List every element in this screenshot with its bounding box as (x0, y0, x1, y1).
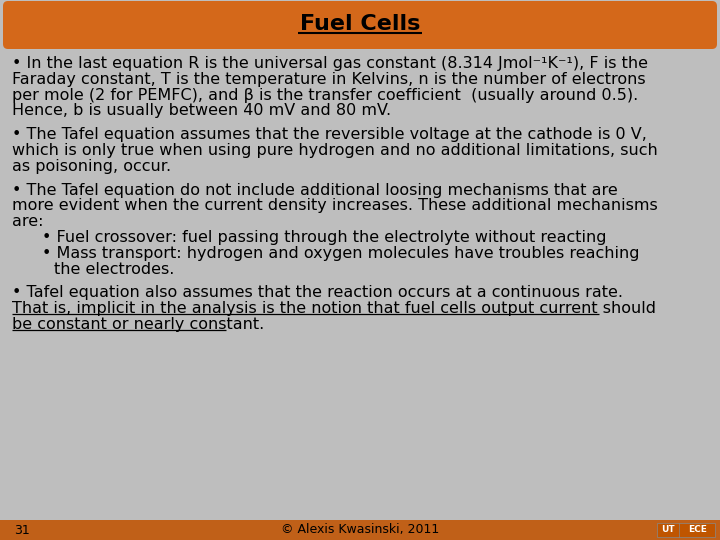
Text: Faraday constant, T is the temperature in Kelvins, n is the number of electrons: Faraday constant, T is the temperature i… (12, 72, 646, 87)
Text: more evident when the current density increases. These additional mechanisms: more evident when the current density in… (12, 198, 658, 213)
Text: are:: are: (12, 214, 43, 229)
Text: UT: UT (661, 525, 675, 535)
Text: • Fuel crossover: fuel passing through the electrolyte without reacting: • Fuel crossover: fuel passing through t… (42, 230, 606, 245)
Text: © Alexis Kwasinski, 2011: © Alexis Kwasinski, 2011 (281, 523, 439, 537)
Text: as poisoning, occur.: as poisoning, occur. (12, 159, 171, 174)
Text: be constant or nearly constant.: be constant or nearly constant. (12, 317, 264, 332)
Text: That is, implicit in the analysis is the notion that fuel cells output current s: That is, implicit in the analysis is the… (12, 301, 656, 316)
FancyBboxPatch shape (3, 1, 717, 49)
Bar (0, 520, 720, 540)
Bar (657, 523, 715, 537)
Text: • Tafel equation also assumes that the reaction occurs at a continuous rate.: • Tafel equation also assumes that the r… (12, 286, 623, 300)
Text: ECE: ECE (688, 525, 708, 535)
Text: the electrodes.: the electrodes. (54, 261, 174, 276)
Text: 31: 31 (14, 523, 30, 537)
Text: • The Tafel equation assumes that the reversible voltage at the cathode is 0 V,: • The Tafel equation assumes that the re… (12, 127, 647, 142)
Text: Fuel Cells: Fuel Cells (300, 14, 420, 34)
Text: which is only true when using pure hydrogen and no additional limitations, such: which is only true when using pure hydro… (12, 143, 658, 158)
Text: • In the last equation R is the universal gas constant (8.314 Jmol⁻¹K⁻¹), F is t: • In the last equation R is the universa… (12, 56, 648, 71)
Text: • Mass transport: hydrogen and oxygen molecules have troubles reaching: • Mass transport: hydrogen and oxygen mo… (42, 246, 639, 261)
Text: Hence, b is usually between 40 mV and 80 mV.: Hence, b is usually between 40 mV and 80… (12, 103, 391, 118)
Text: per mole (2 for PEMFC), and β is the transfer coefficient  (usually around 0.5).: per mole (2 for PEMFC), and β is the tra… (12, 87, 638, 103)
Text: • The Tafel equation do not include additional loosing mechanisms that are: • The Tafel equation do not include addi… (12, 183, 618, 198)
